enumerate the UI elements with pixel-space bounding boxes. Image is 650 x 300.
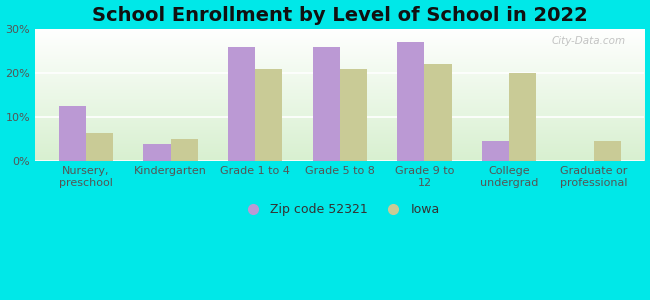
Bar [593, 141, 621, 161]
Bar [255, 69, 282, 161]
Bar [313, 46, 340, 161]
Bar [170, 139, 198, 161]
Bar [397, 42, 424, 161]
Bar [509, 73, 536, 161]
Bar [144, 144, 170, 161]
Bar [482, 141, 509, 161]
Title: School Enrollment by Level of School in 2022: School Enrollment by Level of School in … [92, 6, 588, 25]
Bar [228, 46, 255, 161]
Legend: Zip code 52321, Iowa: Zip code 52321, Iowa [235, 198, 445, 221]
Bar [86, 133, 113, 161]
Bar [340, 69, 367, 161]
Bar [59, 106, 86, 161]
Bar [424, 64, 452, 161]
Text: City-Data.com: City-Data.com [552, 35, 626, 46]
